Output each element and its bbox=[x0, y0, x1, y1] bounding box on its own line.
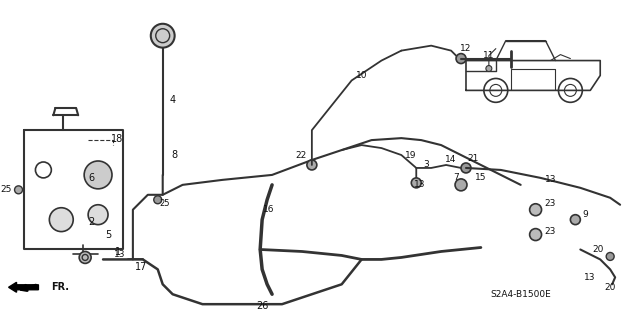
Text: 12: 12 bbox=[460, 44, 472, 53]
Text: 7: 7 bbox=[453, 174, 459, 182]
Text: 11: 11 bbox=[483, 51, 495, 60]
Text: 17: 17 bbox=[134, 263, 147, 272]
Circle shape bbox=[84, 161, 112, 189]
Circle shape bbox=[412, 178, 421, 188]
Text: 3: 3 bbox=[423, 160, 429, 169]
Text: 5: 5 bbox=[105, 230, 111, 240]
Text: 20: 20 bbox=[605, 283, 616, 292]
Text: 8: 8 bbox=[172, 150, 178, 160]
Text: 25: 25 bbox=[159, 199, 170, 208]
Circle shape bbox=[15, 186, 22, 194]
Circle shape bbox=[456, 54, 466, 63]
FancyArrow shape bbox=[8, 282, 38, 292]
Text: 1: 1 bbox=[115, 248, 121, 257]
Circle shape bbox=[606, 252, 614, 260]
Text: FR.: FR. bbox=[51, 282, 69, 292]
Text: 16: 16 bbox=[262, 205, 274, 214]
Circle shape bbox=[530, 229, 541, 241]
Circle shape bbox=[88, 205, 108, 225]
Circle shape bbox=[461, 163, 471, 173]
Text: 22: 22 bbox=[296, 151, 307, 160]
Circle shape bbox=[486, 65, 492, 71]
Text: 18: 18 bbox=[111, 134, 123, 144]
Text: 10: 10 bbox=[356, 71, 367, 80]
Text: 25: 25 bbox=[0, 185, 12, 194]
Circle shape bbox=[570, 215, 580, 225]
Text: 19: 19 bbox=[404, 151, 416, 160]
Circle shape bbox=[79, 251, 91, 263]
Text: 9: 9 bbox=[582, 210, 588, 219]
Circle shape bbox=[455, 179, 467, 191]
Text: 14: 14 bbox=[445, 155, 457, 165]
Text: 26: 26 bbox=[256, 301, 268, 311]
Circle shape bbox=[154, 196, 162, 204]
Text: 4: 4 bbox=[170, 95, 176, 105]
Text: 13: 13 bbox=[584, 273, 595, 282]
Text: 13: 13 bbox=[413, 180, 425, 189]
Text: 23: 23 bbox=[545, 199, 556, 208]
Circle shape bbox=[49, 208, 73, 232]
Circle shape bbox=[307, 160, 317, 170]
Text: 23: 23 bbox=[545, 227, 556, 236]
Text: 2: 2 bbox=[88, 217, 94, 226]
Text: 15: 15 bbox=[475, 174, 486, 182]
Circle shape bbox=[151, 24, 175, 48]
Text: 20: 20 bbox=[593, 245, 604, 254]
Circle shape bbox=[530, 204, 541, 216]
Text: 21: 21 bbox=[467, 153, 479, 162]
Text: 13: 13 bbox=[115, 250, 126, 259]
Text: 6: 6 bbox=[88, 173, 94, 183]
Text: 13: 13 bbox=[545, 175, 556, 184]
Text: S2A4-B1500E: S2A4-B1500E bbox=[491, 290, 552, 299]
